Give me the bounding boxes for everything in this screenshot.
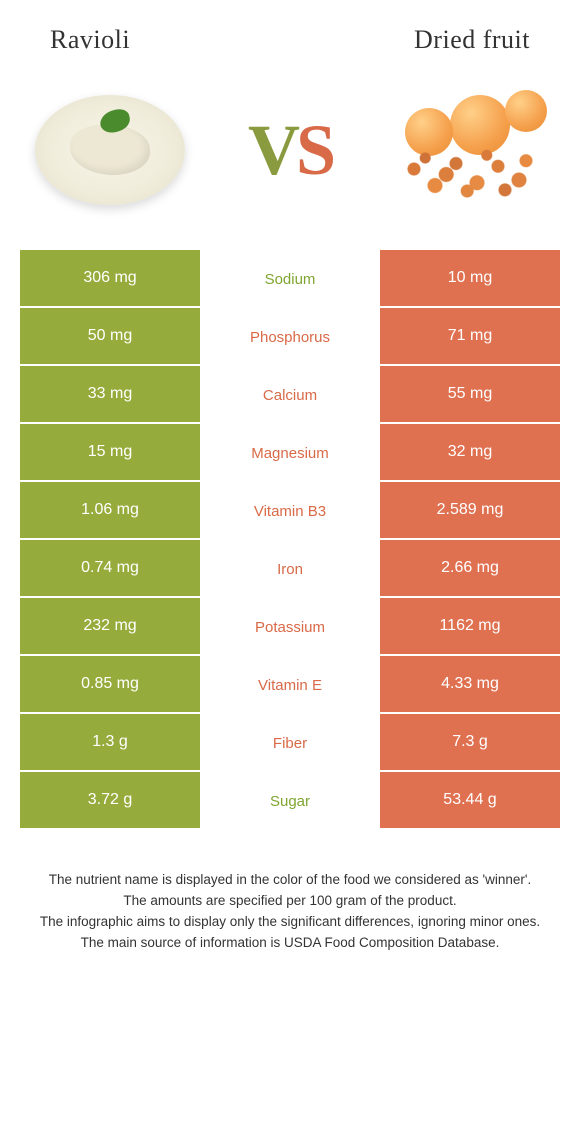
- left-value-cell: 3.72 g: [20, 772, 200, 830]
- nutrient-label: Sugar: [200, 772, 380, 830]
- vs-s-letter: S: [296, 109, 332, 192]
- right-value-cell: 32 mg: [380, 424, 560, 482]
- right-value-cell: 71 mg: [380, 308, 560, 366]
- nutrient-label: Iron: [200, 540, 380, 598]
- nutrient-label: Vitamin E: [200, 656, 380, 714]
- left-value-cell: 1.06 mg: [20, 482, 200, 540]
- left-value-cell: 50 mg: [20, 308, 200, 366]
- footnote-line: The main source of information is USDA F…: [25, 933, 555, 954]
- ravioli-plate-icon: [35, 95, 185, 205]
- nutrient-label: Sodium: [200, 250, 380, 308]
- vs-label: VS: [248, 109, 332, 192]
- left-value-cell: 15 mg: [20, 424, 200, 482]
- table-row: 232 mgPotassium1162 mg: [20, 598, 560, 656]
- header: Ravioli Dried fruit: [0, 0, 580, 70]
- table-row: 0.74 mgIron2.66 mg: [20, 540, 560, 598]
- footnote-line: The nutrient name is displayed in the co…: [25, 870, 555, 891]
- right-food-image: [380, 80, 560, 220]
- table-row: 50 mgPhosphorus71 mg: [20, 308, 560, 366]
- left-food-title: Ravioli: [50, 25, 290, 55]
- left-value-cell: 0.74 mg: [20, 540, 200, 598]
- left-value-cell: 33 mg: [20, 366, 200, 424]
- images-row: VS: [0, 70, 580, 250]
- left-food-image: [20, 80, 200, 220]
- nutrient-table: 306 mgSodium10 mg50 mgPhosphorus71 mg33 …: [20, 250, 560, 830]
- nutrient-label: Fiber: [200, 714, 380, 772]
- footnote-line: The infographic aims to display only the…: [25, 912, 555, 933]
- table-row: 15 mgMagnesium32 mg: [20, 424, 560, 482]
- right-value-cell: 7.3 g: [380, 714, 560, 772]
- right-value-cell: 10 mg: [380, 250, 560, 308]
- right-value-cell: 2.66 mg: [380, 540, 560, 598]
- footnote-line: The amounts are specified per 100 gram o…: [25, 891, 555, 912]
- nutrient-label: Potassium: [200, 598, 380, 656]
- footnotes: The nutrient name is displayed in the co…: [0, 830, 580, 954]
- nutrient-label: Vitamin B3: [200, 482, 380, 540]
- left-value-cell: 306 mg: [20, 250, 200, 308]
- nutrient-label: Calcium: [200, 366, 380, 424]
- right-food-title: Dried fruit: [290, 25, 530, 55]
- table-row: 306 mgSodium10 mg: [20, 250, 560, 308]
- table-row: 1.06 mgVitamin B32.589 mg: [20, 482, 560, 540]
- right-value-cell: 4.33 mg: [380, 656, 560, 714]
- left-value-cell: 1.3 g: [20, 714, 200, 772]
- left-value-cell: 232 mg: [20, 598, 200, 656]
- table-row: 3.72 gSugar53.44 g: [20, 772, 560, 830]
- right-value-cell: 1162 mg: [380, 598, 560, 656]
- left-value-cell: 0.85 mg: [20, 656, 200, 714]
- right-value-cell: 53.44 g: [380, 772, 560, 830]
- dried-fruit-icon: [390, 90, 550, 210]
- right-value-cell: 2.589 mg: [380, 482, 560, 540]
- right-value-cell: 55 mg: [380, 366, 560, 424]
- table-row: 1.3 gFiber7.3 g: [20, 714, 560, 772]
- table-row: 0.85 mgVitamin E4.33 mg: [20, 656, 560, 714]
- nutrient-label: Magnesium: [200, 424, 380, 482]
- table-row: 33 mgCalcium55 mg: [20, 366, 560, 424]
- nutrient-label: Phosphorus: [200, 308, 380, 366]
- vs-v-letter: V: [248, 109, 296, 192]
